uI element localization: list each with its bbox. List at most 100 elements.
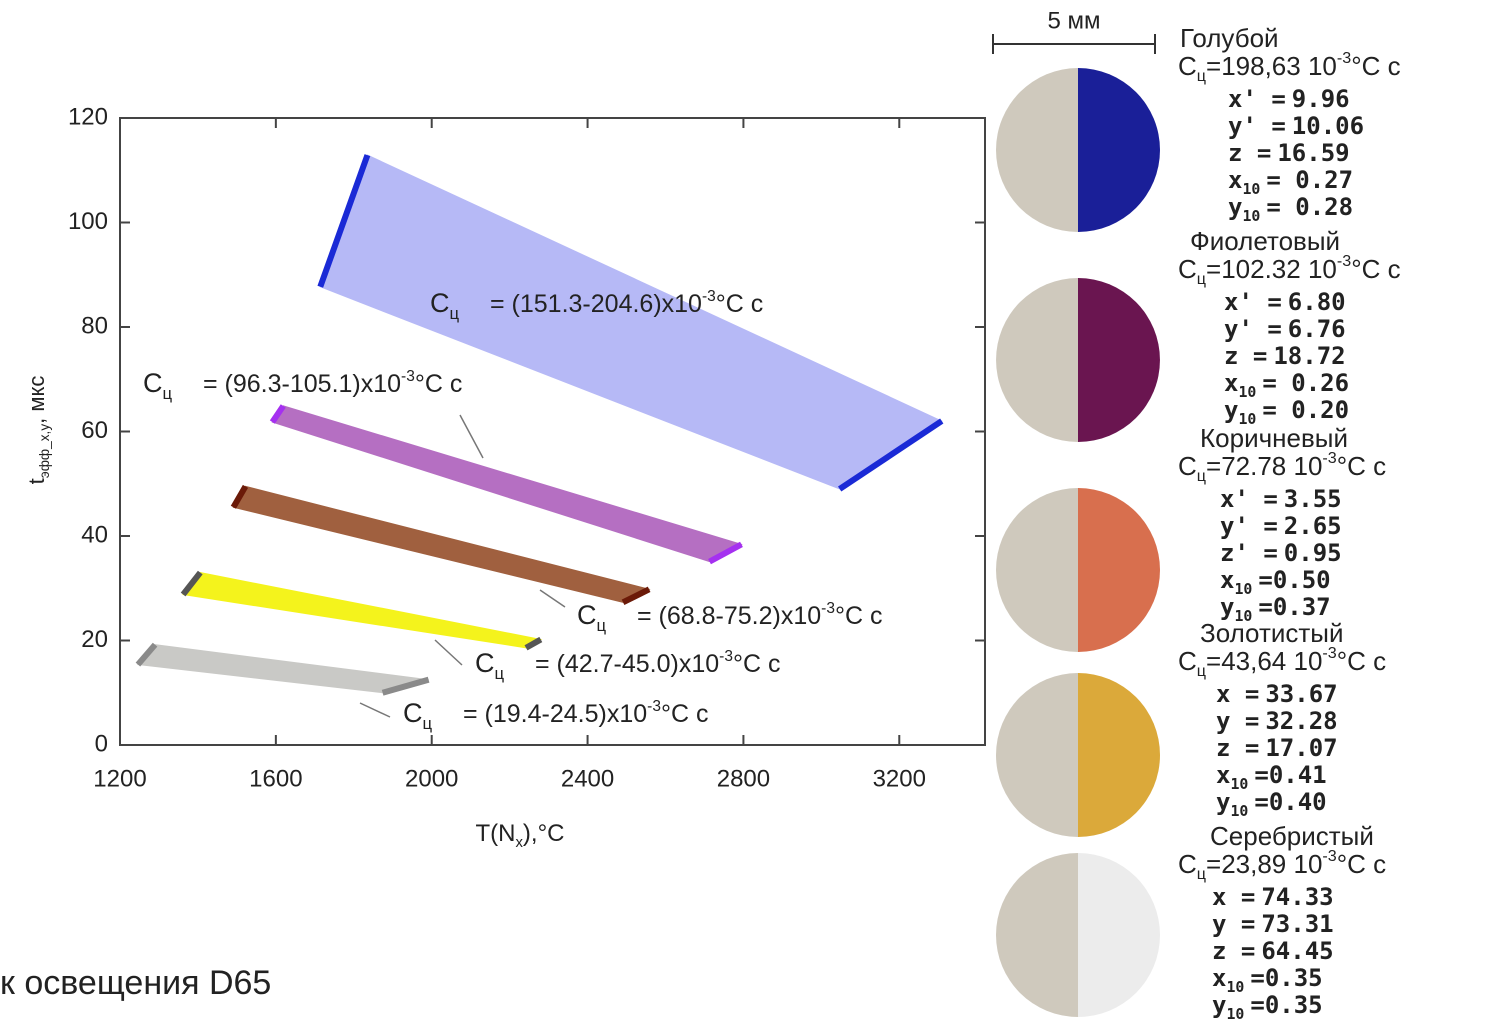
sample-coordinate: x =33.67	[1216, 680, 1338, 708]
coordinate-value: =0.41	[1254, 761, 1326, 789]
script-text: эфф_x,y	[37, 424, 52, 479]
script-text: -3	[1322, 847, 1336, 865]
text-part: °C c	[716, 290, 764, 318]
swatch-color	[1078, 278, 1160, 442]
leader-line	[460, 415, 483, 458]
coordinate-value: 17.07	[1265, 734, 1337, 762]
leader-line	[540, 590, 565, 607]
swatch-base	[996, 278, 1078, 442]
script-text: -3	[1337, 252, 1351, 270]
text-part: °C c	[1337, 849, 1386, 879]
text-part: y' =	[1228, 112, 1286, 140]
sample-coordinate: y' =2.65	[1220, 512, 1342, 540]
coordinate-value: = 0.28	[1266, 193, 1353, 221]
script-text: ц	[450, 304, 460, 323]
figure: к освещения D65 5 мм 1200160020002400280…	[0, 0, 1505, 1022]
band-label: Cц	[403, 698, 433, 733]
text-part: x	[1212, 964, 1226, 992]
sample-coordinate: x' =6.80	[1224, 288, 1346, 316]
script-text: 10	[1242, 207, 1260, 225]
y-tick-label: 120	[68, 103, 108, 130]
band-label: = (19.4-24.5)x10-3°C c	[463, 698, 708, 728]
text-part: y	[1212, 991, 1226, 1019]
sample-coordinate: y' =6.76	[1224, 315, 1346, 343]
coordinate-value: = 0.27	[1266, 166, 1353, 194]
script-text: -3	[647, 698, 661, 715]
script-text: 10	[1242, 180, 1260, 198]
script-text: ц	[597, 616, 607, 635]
coordinate-value: =0.35	[1250, 964, 1322, 992]
swatch-base	[996, 673, 1078, 837]
sample-constant: Cц=198,63 10-3°C c	[1178, 49, 1401, 85]
leader-line	[435, 640, 462, 665]
leader-line	[360, 703, 390, 717]
script-text: -3	[702, 288, 716, 305]
text-part: y' =	[1220, 512, 1278, 540]
coordinate-value: =0.40	[1254, 788, 1326, 816]
text-part: x' =	[1228, 85, 1286, 113]
text-part: C	[1178, 646, 1197, 676]
coordinate-value: 18.72	[1273, 342, 1345, 370]
scale-label: 5 мм	[1047, 7, 1100, 34]
coordinate-value: 10.06	[1292, 112, 1364, 140]
text-part: =43,64 10	[1206, 646, 1322, 676]
text-part: T(N	[475, 820, 515, 847]
coordinate-value: =0.37	[1258, 593, 1330, 621]
text-part: C	[577, 600, 597, 630]
text-part: °C c	[1337, 646, 1386, 676]
script-text: -3	[821, 600, 835, 617]
band-label: = (68.8-75.2)x10-3°C c	[637, 600, 882, 630]
script-text: 10	[1230, 802, 1248, 820]
script-text: ц	[423, 714, 433, 733]
sample-coordinate: z =18.72	[1224, 342, 1346, 370]
x-tick-label: 2800	[717, 765, 770, 792]
text-part: C	[1178, 254, 1197, 284]
text-part: = (151.3-204.6)x10	[490, 290, 702, 318]
coordinate-value: 3.55	[1284, 485, 1342, 513]
text-part: x' =	[1224, 288, 1282, 316]
sample-coordinate: x =74.33	[1212, 883, 1334, 911]
sample-coordinate: x' =3.55	[1220, 485, 1342, 513]
text-part: C	[1178, 51, 1197, 81]
y-tick-label: 100	[68, 208, 108, 235]
text-part: y	[1220, 593, 1234, 621]
sample-coordinate: y =32.28	[1216, 707, 1338, 735]
coordinate-value: =0.35	[1250, 991, 1322, 1019]
text-part: =72.78 10	[1206, 451, 1322, 481]
sample-constant: Cц=23,89 10-3°C c	[1178, 847, 1386, 883]
sample-coordinate: x' =9.96	[1228, 85, 1350, 113]
sample-coordinate: y' =10.06	[1228, 112, 1364, 140]
swatch-color	[1078, 488, 1160, 652]
band	[320, 155, 941, 489]
band	[138, 645, 429, 693]
coordinate-value: 33.67	[1265, 680, 1337, 708]
coordinate-value: 16.59	[1277, 139, 1349, 167]
coordinate-value: 6.76	[1288, 315, 1346, 343]
text-part: y	[1216, 788, 1230, 816]
script-text: -3	[1322, 449, 1336, 467]
script-text: ц	[1197, 67, 1206, 85]
y-axis-label: tэфф_x,y, мкс	[24, 376, 52, 485]
swatch-color	[1078, 853, 1160, 1017]
script-text: -3	[1322, 644, 1336, 662]
text-part: = (42.7-45.0)x10	[535, 650, 719, 678]
text-part: x	[1228, 166, 1242, 194]
text-part: x	[1220, 566, 1234, 594]
page: {"chart_data": {"type": "polygon", "xlab…	[0, 0, 1505, 1022]
script-text: -3	[401, 368, 415, 385]
text-part: C	[475, 648, 495, 678]
sample-name: Фиолетовый	[1190, 226, 1340, 256]
script-text: 10	[1234, 580, 1252, 598]
y-tick-label: 60	[81, 417, 108, 444]
script-text: 10	[1238, 383, 1256, 401]
swatch-base	[996, 488, 1078, 652]
band-label: Cц	[577, 600, 607, 635]
band-label: = (96.3-105.1)x10-3°C c	[203, 368, 462, 398]
coordinate-value: 9.96	[1292, 85, 1350, 113]
coordinate-value: 0.95	[1284, 539, 1342, 567]
band-label: = (151.3-204.6)x10-3°C c	[490, 288, 763, 318]
swatch-color	[1078, 673, 1160, 837]
x-axis-label: T(Nx),°C	[475, 820, 564, 851]
script-text: ц	[1197, 865, 1206, 883]
text-part: C	[143, 368, 163, 398]
